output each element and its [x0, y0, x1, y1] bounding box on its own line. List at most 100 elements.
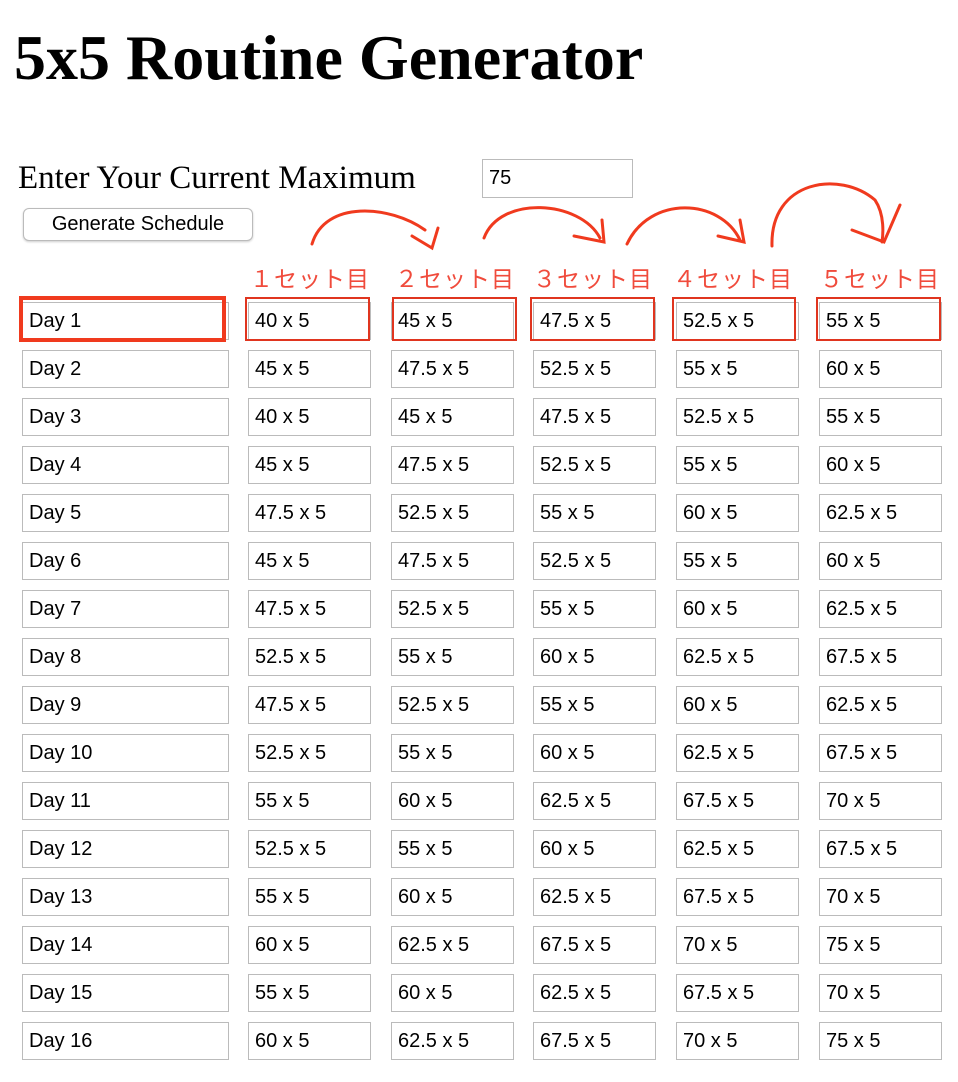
- day-cell: Day 10: [22, 734, 229, 772]
- set-cell: 55 x 5: [819, 398, 942, 436]
- set-cell: 67.5 x 5: [676, 782, 799, 820]
- set-cell: 55 x 5: [533, 686, 656, 724]
- set-cell: 45 x 5: [248, 446, 371, 484]
- set-cell: 52.5 x 5: [248, 734, 371, 772]
- set-cell: 55 x 5: [248, 974, 371, 1012]
- set-cell: 62.5 x 5: [533, 782, 656, 820]
- set-cell: 70 x 5: [676, 1022, 799, 1060]
- set-cell: 52.5 x 5: [248, 638, 371, 676]
- arrow: [625, 206, 746, 246]
- set-annotation: ２セット目: [395, 266, 515, 292]
- day-cell: Day 4: [22, 446, 229, 484]
- page-title: 5x5 Routine Generator: [14, 22, 644, 93]
- set-cell: 60 x 5: [676, 686, 799, 724]
- set-cell: 45 x 5: [248, 350, 371, 388]
- set-annotation: ３セット目: [533, 266, 653, 292]
- set-cell: 55 x 5: [391, 734, 514, 772]
- set-cell: 60 x 5: [391, 782, 514, 820]
- set-cell: 52.5 x 5: [391, 686, 514, 724]
- set-annotation: ４セット目: [673, 266, 793, 292]
- set-cell: 47.5 x 5: [248, 590, 371, 628]
- set-cell: 47.5 x 5: [391, 350, 514, 388]
- set-cell: 67.5 x 5: [819, 734, 942, 772]
- set-cell: 55 x 5: [676, 350, 799, 388]
- set-cell: 70 x 5: [676, 926, 799, 964]
- set-cell: 55 x 5: [533, 494, 656, 532]
- set-cell: 47.5 x 5: [248, 494, 371, 532]
- set-cell: 75 x 5: [819, 926, 942, 964]
- set-cell: 47.5 x 5: [533, 398, 656, 436]
- day-cell: Day 5: [22, 494, 229, 532]
- set-cell: 70 x 5: [819, 974, 942, 1012]
- set-cell: 62.5 x 5: [533, 974, 656, 1012]
- set-cell: 60 x 5: [533, 734, 656, 772]
- day-cell: Day 13: [22, 878, 229, 916]
- set-cell: 47.5 x 5: [533, 302, 656, 340]
- set-cell: 60 x 5: [391, 878, 514, 916]
- set-cell: 52.5 x 5: [676, 302, 799, 340]
- set-cell: 60 x 5: [533, 638, 656, 676]
- set-cell: 52.5 x 5: [248, 830, 371, 868]
- day-cell: Day 16: [22, 1022, 229, 1060]
- set-cell: 55 x 5: [391, 638, 514, 676]
- set-cell: 60 x 5: [533, 830, 656, 868]
- set-cell: 47.5 x 5: [248, 686, 371, 724]
- set-cell: 62.5 x 5: [676, 830, 799, 868]
- set-cell: 62.5 x 5: [819, 590, 942, 628]
- set-cell: 47.5 x 5: [391, 446, 514, 484]
- arrow: [770, 182, 902, 248]
- set-cell: 67.5 x 5: [819, 830, 942, 868]
- set-cell: 62.5 x 5: [676, 638, 799, 676]
- set-cell: 60 x 5: [391, 974, 514, 1012]
- set-cell: 62.5 x 5: [819, 494, 942, 532]
- set-cell: 40 x 5: [248, 398, 371, 436]
- day-cell: Day 2: [22, 350, 229, 388]
- set-cell: 62.5 x 5: [391, 926, 514, 964]
- set-cell: 55 x 5: [819, 302, 942, 340]
- input-label: Enter Your Current Maximum: [18, 160, 416, 196]
- arrow: [482, 206, 606, 244]
- set-cell: 55 x 5: [533, 590, 656, 628]
- set-cell: 67.5 x 5: [676, 974, 799, 1012]
- set-annotation: １セット目: [250, 266, 370, 292]
- set-cell: 55 x 5: [248, 878, 371, 916]
- set-cell: 55 x 5: [676, 542, 799, 580]
- day-cell: Day 7: [22, 590, 229, 628]
- set-cell: 52.5 x 5: [533, 446, 656, 484]
- set-cell: 67.5 x 5: [533, 1022, 656, 1060]
- max-input[interactable]: [482, 159, 633, 198]
- set-cell: 47.5 x 5: [391, 542, 514, 580]
- set-annotation: ５セット目: [820, 266, 940, 292]
- day-cell: Day 12: [22, 830, 229, 868]
- set-cell: 67.5 x 5: [676, 878, 799, 916]
- day-cell: Day 3: [22, 398, 229, 436]
- set-cell: 45 x 5: [248, 542, 371, 580]
- set-cell: 52.5 x 5: [676, 398, 799, 436]
- set-cell: 62.5 x 5: [533, 878, 656, 916]
- set-cell: 60 x 5: [819, 350, 942, 388]
- set-cell: 62.5 x 5: [819, 686, 942, 724]
- set-cell: 62.5 x 5: [676, 734, 799, 772]
- arrow: [310, 209, 440, 251]
- set-cell: 52.5 x 5: [533, 542, 656, 580]
- day-cell: Day 6: [22, 542, 229, 580]
- day-cell: Day 11: [22, 782, 229, 820]
- day-cell: Day 14: [22, 926, 229, 964]
- set-cell: 60 x 5: [248, 926, 371, 964]
- set-cell: 67.5 x 5: [533, 926, 656, 964]
- set-cell: 70 x 5: [819, 782, 942, 820]
- set-cell: 55 x 5: [391, 830, 514, 868]
- set-cell: 45 x 5: [391, 302, 514, 340]
- day-cell: Day 8: [22, 638, 229, 676]
- set-cell: 75 x 5: [819, 1022, 942, 1060]
- set-cell: 70 x 5: [819, 878, 942, 916]
- generate-button[interactable]: Generate Schedule: [23, 208, 253, 241]
- day-cell: Day 1: [22, 302, 229, 340]
- set-cell: 60 x 5: [676, 590, 799, 628]
- set-cell: 55 x 5: [676, 446, 799, 484]
- day-cell: Day 15: [22, 974, 229, 1012]
- set-cell: 55 x 5: [248, 782, 371, 820]
- day-cell: Day 9: [22, 686, 229, 724]
- set-cell: 67.5 x 5: [819, 638, 942, 676]
- set-cell: 40 x 5: [248, 302, 371, 340]
